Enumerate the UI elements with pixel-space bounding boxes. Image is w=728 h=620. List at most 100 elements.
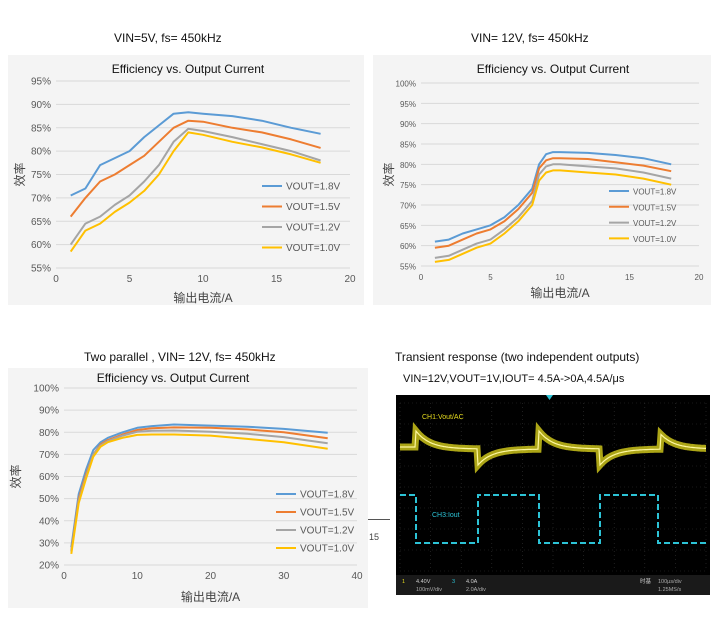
series-line: [69, 127, 321, 246]
x-tick-label: 20: [205, 571, 217, 582]
y-tick-label: 70%: [39, 450, 59, 461]
legend-label: VOUT=1.5V: [286, 202, 341, 213]
y-tick-label: 100%: [396, 80, 416, 89]
oscilloscope-screenshot: CH1:Vout/AC CH3:Iout 1 4.40V 100mV/div 3 4.0A 2…: [396, 395, 710, 595]
efficiency-chart-vin12v: 55% 60% 65% 70% 75% 80% 85% 90% 95% 100% 0 5 10 15 20 E…: [373, 55, 711, 305]
y-tick-label: 100%: [33, 384, 59, 395]
legend-label: VOUT=1.2V: [300, 526, 355, 537]
y-tick-label: 75%: [31, 170, 51, 181]
series-line: [434, 157, 672, 249]
y-tick-label: 85%: [31, 123, 51, 134]
chart-title: Efficiency vs. Output Current: [477, 62, 630, 76]
caption-chart2: VIN= 12V, fs= 450kHz: [471, 31, 589, 45]
y-tick-label: 90%: [39, 406, 59, 417]
series-line: [70, 423, 328, 548]
y-tick-label: 90%: [400, 120, 416, 129]
x-tick-label: 15: [625, 273, 634, 282]
side-label: 15: [369, 532, 380, 542]
chart-background: [8, 368, 368, 608]
chart-background: [373, 55, 711, 305]
legend-label: VOUT=1.8V: [300, 490, 355, 501]
caption-chart1: VIN=5V, fs= 450kHz: [114, 31, 222, 45]
chart-title: Efficiency vs. Output Current: [97, 371, 250, 385]
y-tick-label: 80%: [39, 428, 59, 439]
x-tick-label: 30: [278, 571, 290, 582]
chart-svg: 55% 60% 65% 70% 75% 80% 85% 90% 95% 100% 0 5 10 15 20 E…: [373, 55, 711, 305]
y-axis-label: 效率: [12, 162, 27, 186]
x-tick-label: 10: [132, 571, 144, 582]
x-tick-label: 5: [488, 273, 493, 282]
x-tick-label: 0: [61, 571, 67, 582]
scope-status-bar: [396, 575, 710, 595]
y-tick-label: 75%: [400, 181, 416, 190]
x-tick-label: 20: [695, 273, 704, 282]
x-axis-label: 输出电流/A: [530, 285, 589, 300]
x-tick-label: 0: [53, 274, 59, 285]
y-tick-label: 95%: [400, 100, 416, 109]
legend-label: VOUT=1.5V: [300, 508, 355, 519]
scope-status-text: 4.0A: [466, 579, 478, 585]
ch1-label: CH1:Vout/AC: [422, 414, 464, 421]
legend-label: VOUT=1.0V: [286, 243, 341, 254]
y-axis-label: 效率: [8, 464, 23, 488]
y-tick-label: 85%: [400, 141, 416, 150]
series-line: [70, 433, 328, 555]
series-line: [434, 151, 672, 243]
y-tick-label: 40%: [39, 516, 59, 527]
chart-background: [8, 55, 364, 305]
caption-transient: Transient response (two independent outp…: [395, 350, 640, 364]
y-tick-label: 55%: [400, 263, 416, 272]
scope-status-text: 时基: [640, 577, 652, 585]
oscilloscope-svg: CH1:Vout/AC CH3:Iout 1 4.40V 100mV/div 3 4.0A 2…: [396, 395, 710, 595]
scope-status-text: 1: [402, 579, 405, 585]
x-tick-label: 40: [351, 571, 363, 582]
scope-status-text: 100µs/div: [658, 579, 682, 585]
x-tick-label: 0: [419, 273, 424, 282]
scope-status-text: 3: [452, 579, 455, 585]
y-tick-label: 80%: [400, 161, 416, 170]
y-tick-label: 65%: [31, 217, 51, 228]
y-tick-label: 65%: [400, 222, 416, 231]
legend-label: VOUT=1.2V: [286, 223, 341, 234]
y-tick-label: 80%: [31, 147, 51, 158]
y-tick-label: 55%: [31, 264, 51, 275]
legend-label: VOUT=1.2V: [633, 219, 677, 228]
legend-label: VOUT=1.0V: [300, 544, 355, 555]
caption-chart3: Two parallel , VIN= 12V, fs= 450kHz: [84, 350, 276, 364]
efficiency-chart-parallel: 20% 30% 40% 50% 60% 70% 80% 90% 100% 0 10 20 30 40 Eff…: [8, 368, 368, 608]
series-line: [70, 111, 321, 197]
ch3-label: CH3:Iout: [432, 512, 460, 519]
chart-svg: 55% 60% 65% 70% 75% 80% 85% 90% 95% 0 5 10 15 20 Effic…: [8, 55, 364, 305]
chart-title: Efficiency vs. Output Current: [112, 62, 265, 76]
series-line: [69, 131, 321, 253]
chart-svg: 20% 30% 40% 50% 60% 70% 80% 90% 100% 0 10 20 30 40 Eff…: [8, 368, 368, 608]
scope-status-text: 4.40V: [416, 579, 431, 585]
legend-label: VOUT=1.0V: [633, 235, 677, 244]
caption-transient-conditions: VIN=12V,VOUT=1V,IOUT= 4.5A->0A,4.5A/μs: [403, 373, 625, 385]
y-tick-label: 60%: [39, 472, 59, 483]
x-axis-label: 输出电流/A: [173, 290, 232, 305]
scope-status-text: 100mV/div: [416, 587, 442, 593]
legend-label: VOUT=1.8V: [286, 182, 341, 193]
series-line: [69, 119, 321, 218]
divider-line: [368, 519, 390, 520]
series-line: [434, 169, 672, 263]
x-tick-label: 5: [127, 274, 133, 285]
scope-status-text: 1.25MS/s: [658, 587, 681, 593]
trigger-marker: [546, 395, 553, 400]
legend-label: VOUT=1.8V: [633, 188, 677, 197]
y-tick-label: 70%: [31, 193, 51, 204]
y-tick-label: 30%: [39, 538, 59, 549]
y-tick-label: 95%: [31, 77, 51, 88]
x-tick-label: 10: [197, 274, 209, 285]
y-tick-label: 20%: [39, 561, 59, 572]
y-tick-label: 90%: [31, 100, 51, 111]
scope-status-text: 2.0A/div: [466, 587, 486, 593]
legend-label: VOUT=1.5V: [633, 203, 677, 212]
ch1-waveform-core: [400, 429, 706, 467]
y-tick-label: 50%: [39, 494, 59, 505]
y-tick-label: 70%: [400, 202, 416, 211]
x-tick-label: 10: [556, 273, 565, 282]
ch3-waveform: [400, 494, 706, 544]
y-axis-label: 效率: [381, 162, 396, 186]
